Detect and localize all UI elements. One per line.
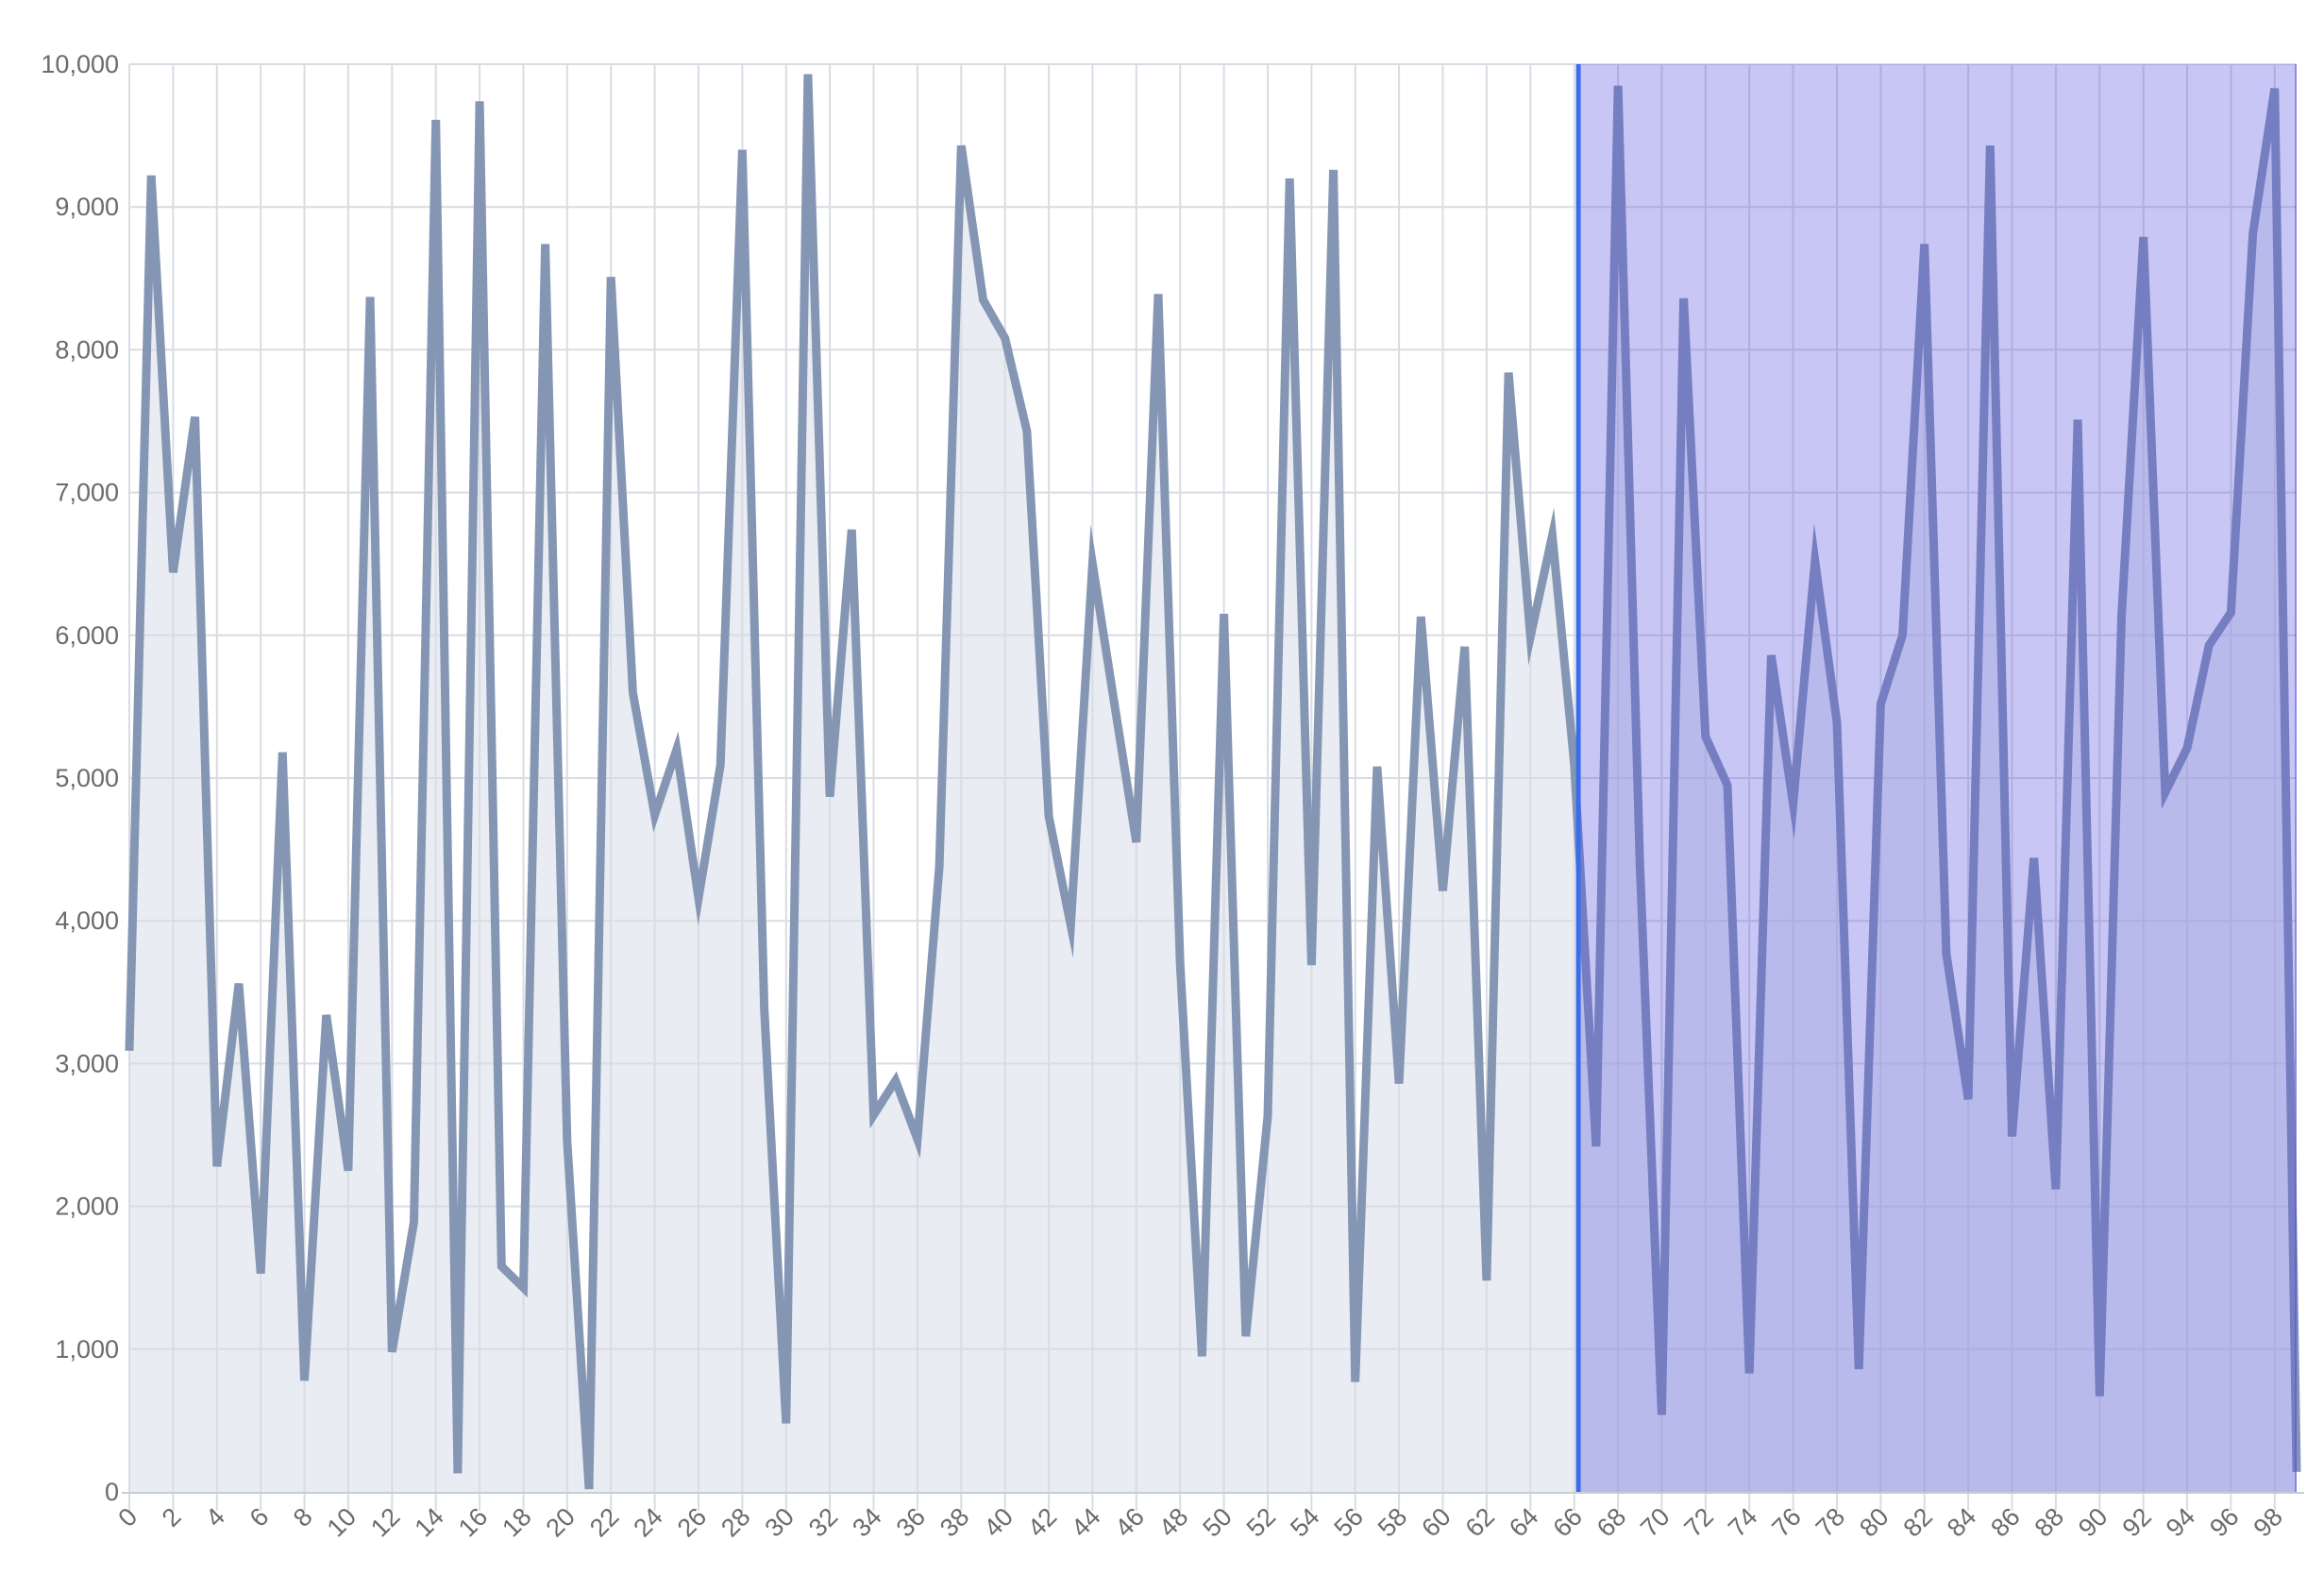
x-axis-label: 26 [672, 1502, 712, 1542]
x-axis-label: 82 [1897, 1502, 1937, 1542]
x-axis-label: 34 [847, 1502, 886, 1542]
x-axis-label: 66 [1547, 1502, 1587, 1542]
x-axis-label: 50 [1197, 1502, 1237, 1542]
x-axis-label: 42 [1022, 1502, 1062, 1542]
selection-start-handle[interactable] [1575, 64, 1581, 1492]
x-axis-label: 8 [288, 1502, 318, 1533]
x-axis-label: 20 [541, 1502, 581, 1542]
y-axis-label: 1,000 [55, 1335, 119, 1363]
x-axis-label: 0 [112, 1502, 143, 1533]
y-axis-label: 6,000 [55, 621, 119, 650]
x-axis-label: 68 [1591, 1502, 1631, 1542]
x-axis-label: 44 [1066, 1502, 1105, 1542]
x-axis-label: 92 [2116, 1502, 2156, 1542]
x-axis-label: 88 [2029, 1502, 2069, 1542]
x-axis-label: 4 [200, 1502, 230, 1533]
y-axis-label: 10,000 [41, 50, 119, 78]
y-axis-label: 2,000 [55, 1193, 119, 1221]
x-axis-label: 90 [2073, 1502, 2113, 1542]
x-axis-label: 36 [891, 1502, 931, 1542]
y-axis-label: 8,000 [55, 335, 119, 364]
y-axis-label: 4,000 [55, 906, 119, 935]
x-axis-label: 52 [1241, 1502, 1281, 1542]
x-axis-label: 76 [1766, 1502, 1806, 1542]
area-fill [129, 74, 2297, 1493]
x-axis-label: 60 [1416, 1502, 1456, 1542]
x-axis-label: 86 [1985, 1502, 2025, 1542]
x-axis-label: 84 [1942, 1502, 1981, 1542]
data-line [125, 74, 2301, 1490]
y-axis-label: 0 [105, 1478, 119, 1506]
y-axis-labels: 0 1,000 2,000 3,000 4,000 5,000 6,000 7,000 8,00… [41, 50, 119, 1506]
y-axis-label: 9,000 [55, 193, 119, 221]
x-axis-label: 32 [803, 1502, 843, 1542]
x-axis-label: 54 [1285, 1502, 1324, 1542]
x-axis-label: 18 [497, 1502, 536, 1542]
y-axis-label: 5,000 [55, 764, 119, 792]
x-axis-label: 70 [1635, 1502, 1675, 1542]
x-axis-label: 22 [584, 1502, 624, 1542]
y-axis-label: 3,000 [55, 1049, 119, 1077]
selection-end-edge [2295, 64, 2297, 1492]
y-axis-label: 7,000 [55, 479, 119, 507]
x-axis-label: 40 [978, 1502, 1018, 1542]
x-axis-label: 94 [2161, 1502, 2200, 1542]
x-axis-label: 14 [409, 1502, 448, 1542]
x-axis-label: 38 [935, 1502, 974, 1542]
x-axis-ticks [128, 1494, 2276, 1511]
x-axis-label: 48 [1154, 1502, 1193, 1542]
x-axis-label: 96 [2204, 1502, 2244, 1542]
x-axis-label: 58 [1373, 1502, 1412, 1542]
x-axis-label: 46 [1110, 1502, 1150, 1542]
x-axis-label: 12 [365, 1502, 405, 1542]
x-axis-label: 28 [716, 1502, 755, 1542]
x-axis-label: 80 [1854, 1502, 1894, 1542]
x-axis-label: 56 [1328, 1502, 1368, 1542]
x-axis-label: 10 [322, 1502, 362, 1542]
x-axis-label: 74 [1723, 1502, 1762, 1542]
x-axis-label: 72 [1679, 1502, 1719, 1542]
x-axis-label: 30 [760, 1502, 800, 1542]
x-axis-label: 24 [628, 1502, 667, 1542]
x-axis-label: 6 [244, 1502, 275, 1533]
x-axis-label: 62 [1460, 1502, 1500, 1542]
x-axis-label: 2 [157, 1502, 187, 1533]
x-axis-label: 64 [1504, 1502, 1543, 1542]
x-axis-label: 98 [2248, 1502, 2288, 1542]
x-axis-labels: 0 2 4 6 8 10 12 14 16 18 20 22 24 26 28 30 32 34 36 38 40 42 4… [112, 1502, 2288, 1542]
x-axis-label: 16 [453, 1502, 493, 1542]
selected-range-region[interactable] [1580, 64, 2297, 1492]
x-axis-label: 78 [1810, 1502, 1850, 1542]
